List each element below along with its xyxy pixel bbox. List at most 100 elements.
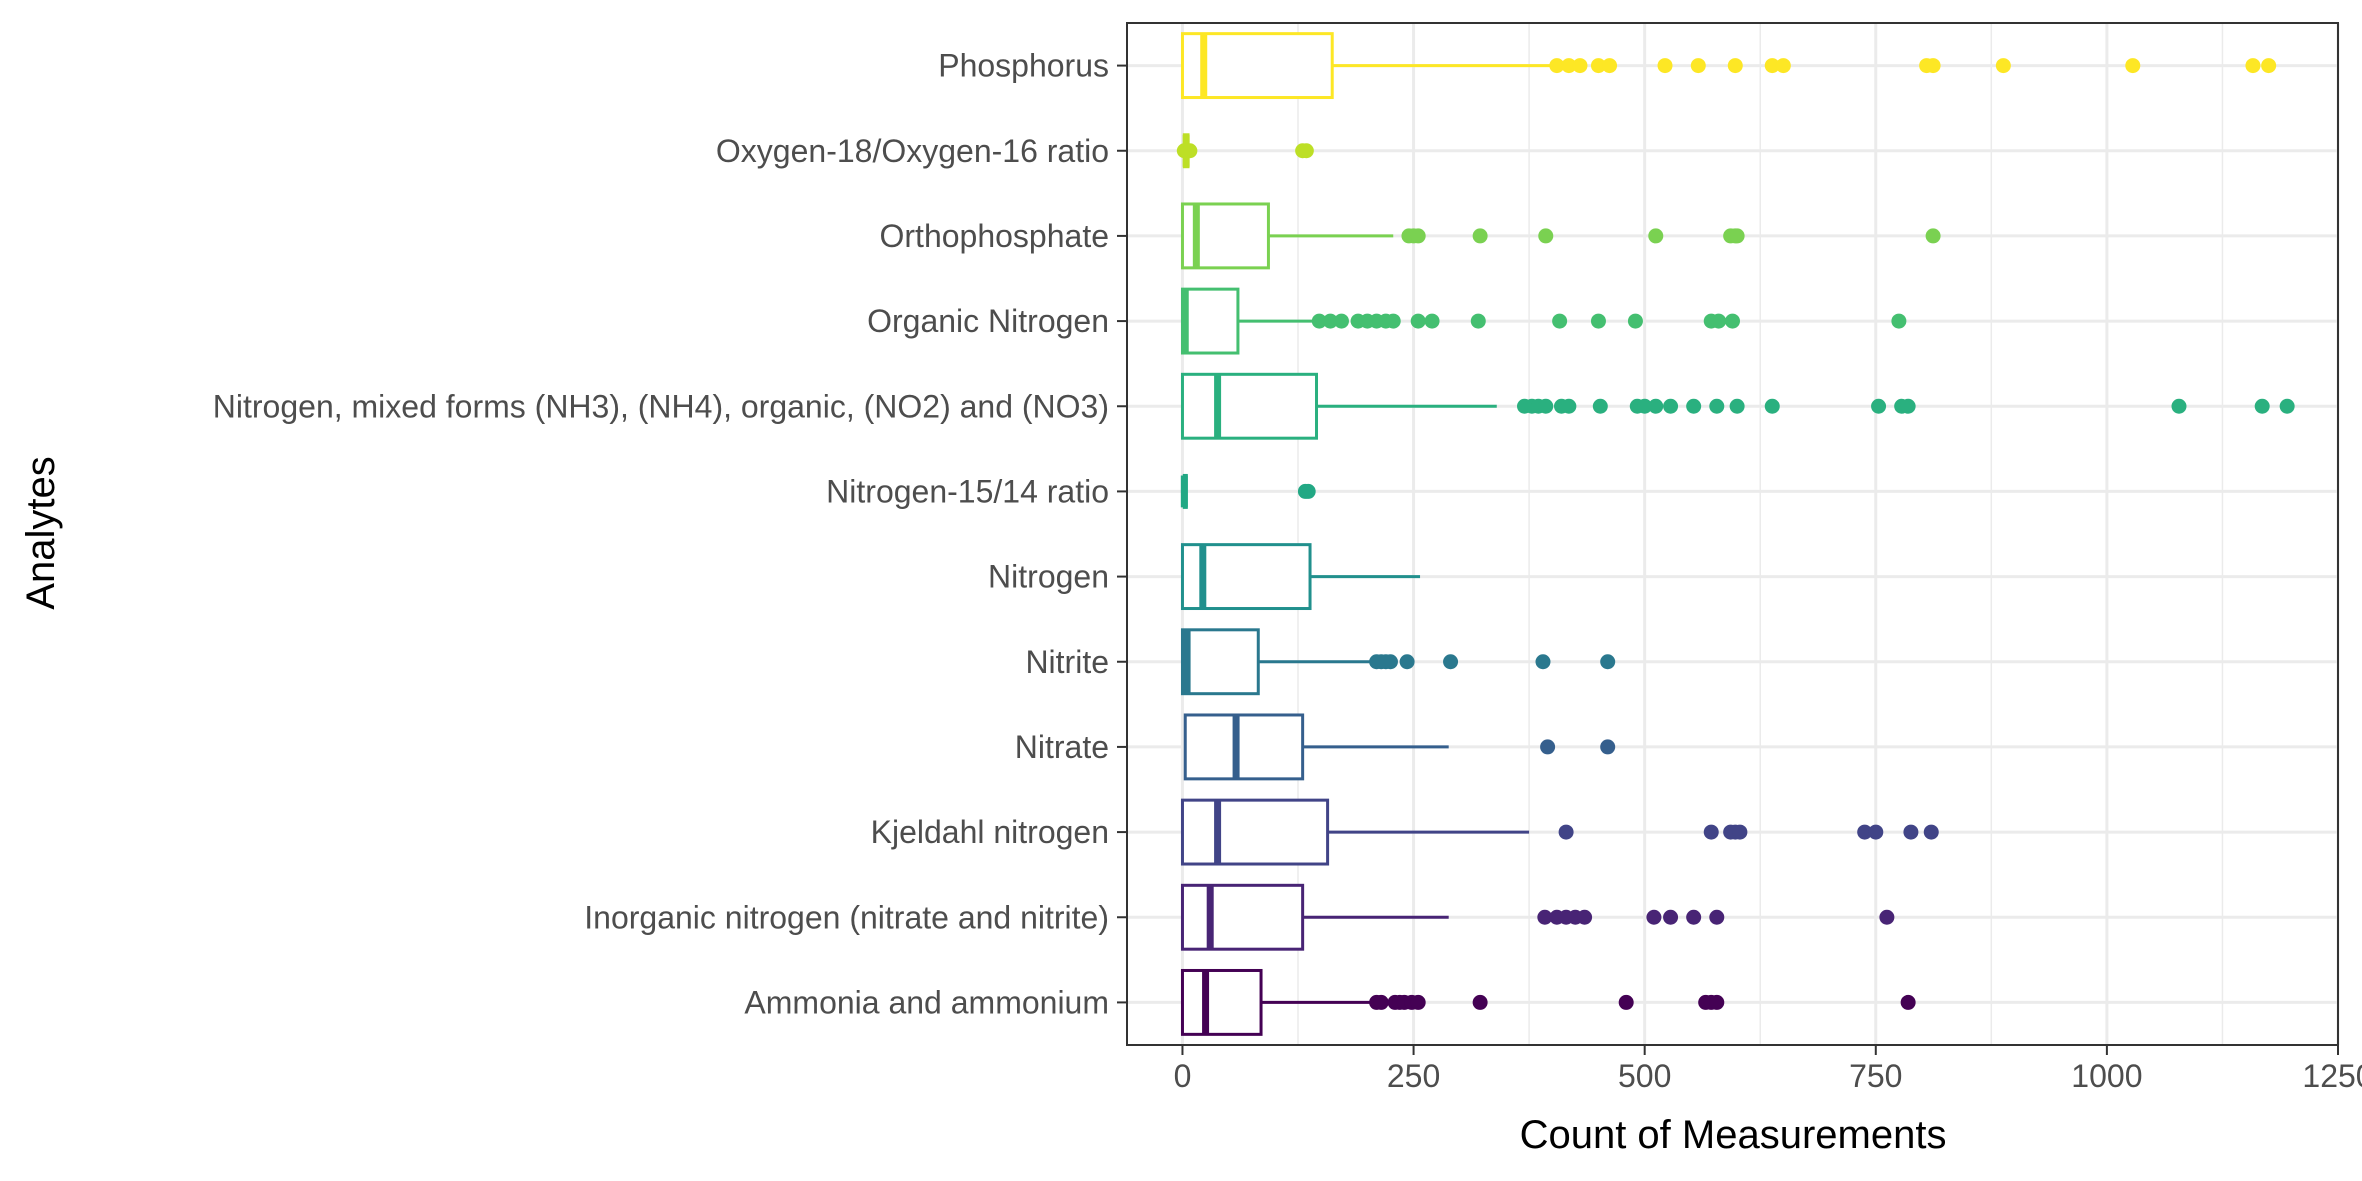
boxplot-6 bbox=[1180, 473, 1316, 509]
box bbox=[1183, 713, 1305, 781]
box bbox=[1180, 32, 1334, 100]
outlier-point bbox=[1399, 654, 1415, 670]
marks-layer bbox=[1176, 32, 2295, 1036]
boxplot-0 bbox=[1180, 968, 1916, 1036]
outlier-point bbox=[1637, 398, 1653, 414]
outlier-point bbox=[1590, 58, 1606, 74]
x-tick-label: 1000 bbox=[2071, 1058, 2142, 1094]
y-tick-label: Nitrogen, mixed forms (NH3), (NH4), orga… bbox=[213, 388, 1109, 424]
outlier-point bbox=[1590, 313, 1606, 329]
outlier-point bbox=[1857, 824, 1873, 840]
boxplot-4 bbox=[1180, 628, 1616, 696]
y-tick-label: Organic Nitrogen bbox=[867, 303, 1109, 339]
box bbox=[1180, 883, 1305, 951]
grid-layer bbox=[1127, 23, 2340, 1045]
boxplot-7 bbox=[1180, 372, 2295, 440]
boxplot-9 bbox=[1180, 202, 1941, 270]
outlier-point bbox=[2171, 398, 2187, 414]
outlier-point bbox=[1382, 654, 1398, 670]
outlier-point bbox=[1657, 58, 1673, 74]
outlier-point bbox=[1470, 313, 1486, 329]
outlier-point bbox=[1322, 313, 1338, 329]
outlier-point bbox=[1410, 313, 1426, 329]
y-axis: Ammonia and ammonium Inorganic nitrogen (… bbox=[213, 48, 1127, 1020]
outlier-point bbox=[1925, 58, 1941, 74]
outlier-point bbox=[1709, 994, 1725, 1010]
outlier-point bbox=[1535, 654, 1551, 670]
y-tick-label: Orthophosphate bbox=[880, 218, 1110, 254]
outlier-point bbox=[2261, 58, 2277, 74]
outlier-point bbox=[1686, 398, 1702, 414]
outlier-point bbox=[1868, 824, 1884, 840]
outlier-point bbox=[1709, 398, 1725, 414]
panel-border bbox=[1126, 22, 2339, 1046]
outlier-point bbox=[1900, 398, 1916, 414]
outlier-point bbox=[1298, 143, 1314, 159]
outlier-point bbox=[1410, 228, 1426, 244]
outlier-point bbox=[1552, 313, 1568, 329]
outlier-point bbox=[1424, 313, 1440, 329]
boxplot-10 bbox=[1176, 133, 1314, 169]
x-tick-label: 0 bbox=[1174, 1058, 1192, 1094]
outlier-point bbox=[1472, 994, 1488, 1010]
outlier-point bbox=[1925, 228, 1941, 244]
outlier-point bbox=[1537, 909, 1553, 925]
x-axis-title: Count of Measurements bbox=[1520, 1113, 1947, 1157]
outlier-point bbox=[1561, 58, 1577, 74]
box bbox=[1180, 628, 1260, 696]
outlier-point bbox=[1561, 398, 1577, 414]
outlier-point bbox=[1602, 58, 1618, 74]
x-tick-label: 750 bbox=[1849, 1058, 1902, 1094]
outlier-point bbox=[1690, 58, 1706, 74]
outlier-point bbox=[1472, 228, 1488, 244]
y-axis-title: Analytes bbox=[19, 456, 63, 609]
outlier-point bbox=[1182, 143, 1198, 159]
outlier-point bbox=[1646, 909, 1662, 925]
outlier-point bbox=[1577, 909, 1593, 925]
boxplot-11 bbox=[1180, 32, 2277, 100]
outlier-point bbox=[1385, 313, 1401, 329]
boxplot-2 bbox=[1180, 798, 1939, 866]
outlier-point bbox=[1572, 58, 1588, 74]
outlier-point bbox=[1775, 58, 1791, 74]
outlier-point bbox=[2125, 58, 2141, 74]
outlier-point bbox=[1711, 313, 1727, 329]
y-tick-label: Nitrate bbox=[1015, 729, 1109, 765]
outlier-point bbox=[1648, 228, 1664, 244]
outlier-point bbox=[2279, 398, 2295, 414]
outlier-point bbox=[1627, 313, 1643, 329]
outlier-point bbox=[1618, 994, 1634, 1010]
outlier-point bbox=[1410, 994, 1426, 1010]
box bbox=[1180, 968, 1263, 1036]
y-tick-label: Inorganic nitrogen (nitrate and nitrite) bbox=[584, 899, 1109, 935]
outlier-point bbox=[1727, 58, 1743, 74]
outlier-point bbox=[1373, 994, 1389, 1010]
x-tick-label: 250 bbox=[1387, 1058, 1440, 1094]
outlier-point bbox=[1732, 824, 1748, 840]
outlier-point bbox=[1995, 58, 2011, 74]
outlier-point bbox=[2245, 58, 2261, 74]
outlier-point bbox=[1538, 228, 1554, 244]
y-tick-label: Oxygen-18/Oxygen-16 ratio bbox=[716, 133, 1109, 169]
x-axis: 0 250 500 750 1000 1250 bbox=[1174, 1045, 2362, 1094]
outlier-point bbox=[1300, 483, 1316, 499]
outlier-point bbox=[1538, 398, 1554, 414]
outlier-point bbox=[1549, 58, 1565, 74]
outlier-point bbox=[1311, 313, 1327, 329]
boxplot-3 bbox=[1183, 713, 1616, 781]
outlier-point bbox=[1558, 824, 1574, 840]
outlier-point bbox=[1900, 994, 1916, 1010]
outlier-point bbox=[1686, 909, 1702, 925]
outlier-point bbox=[1891, 313, 1907, 329]
y-tick-label: Nitrogen bbox=[988, 559, 1109, 595]
x-tick-label: 1250 bbox=[2302, 1058, 2362, 1094]
outlier-point bbox=[1540, 739, 1556, 755]
boxplot-1 bbox=[1180, 883, 1895, 951]
outlier-point bbox=[1648, 398, 1664, 414]
outlier-point bbox=[2254, 398, 2270, 414]
outlier-point bbox=[1703, 824, 1719, 840]
outlier-point bbox=[1600, 654, 1616, 670]
outlier-point bbox=[1725, 313, 1740, 329]
outlier-point bbox=[1879, 909, 1895, 925]
